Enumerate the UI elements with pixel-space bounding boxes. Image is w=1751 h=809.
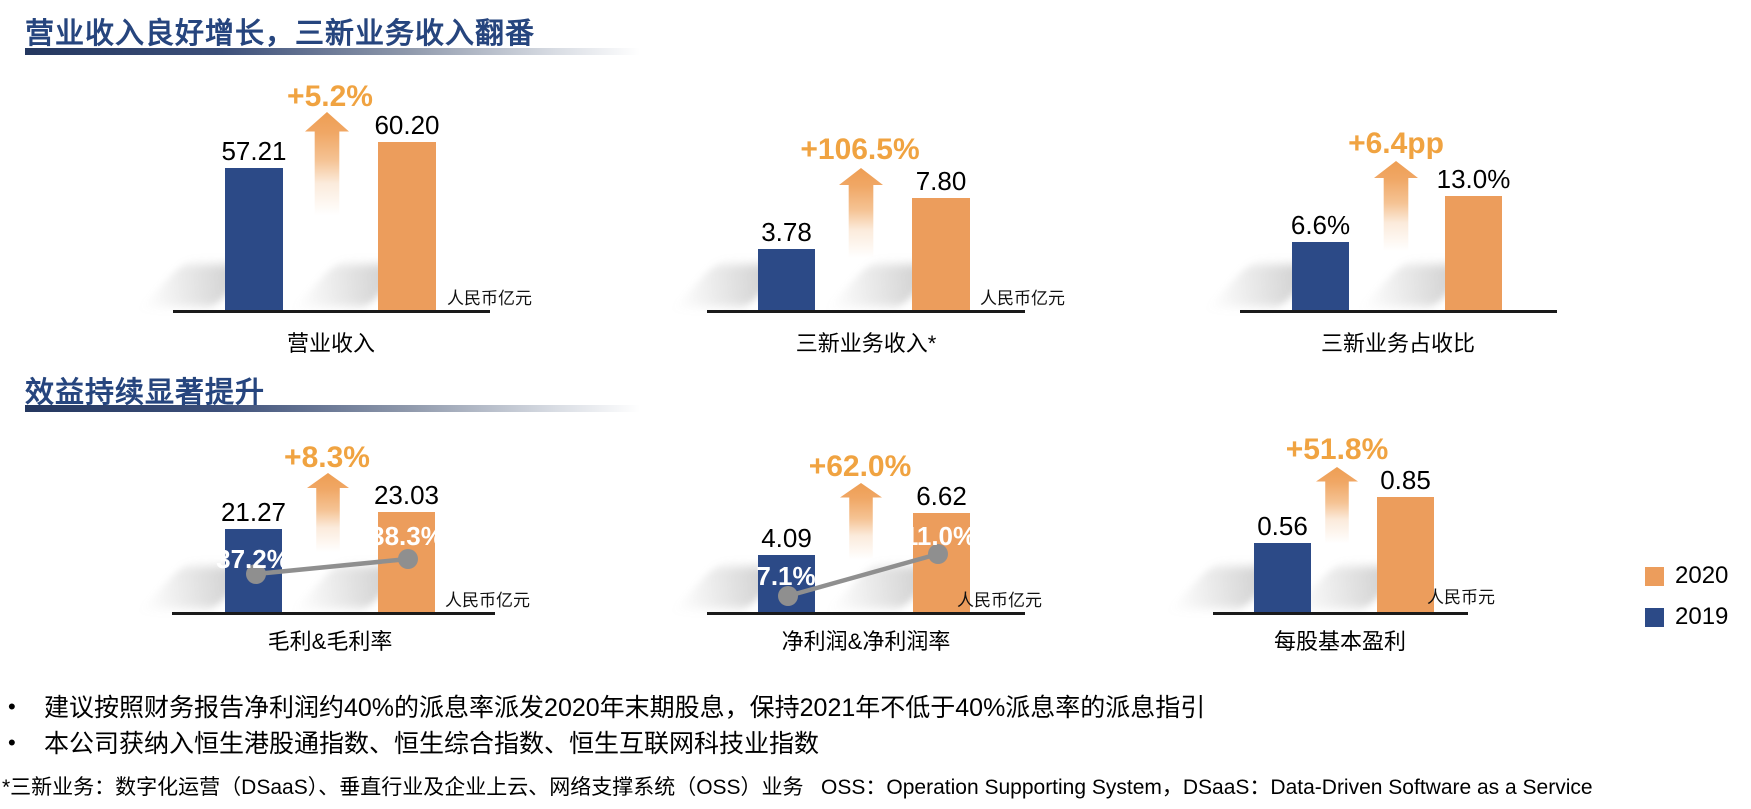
chart-gross-profit-title: 毛利&毛利率: [267, 629, 393, 654]
chart-net-profit-value-2019: 4.09: [761, 523, 812, 553]
bullet-dividend: • 建议按照财务报告净利润约40%的派息率派发2020年末期股息，保持2021年不…: [8, 688, 1205, 724]
legend-item-2020: 2020: [1645, 562, 1729, 589]
chart-eps-bar-2019: [1254, 543, 1311, 612]
chart-revenue-bar-2020: [378, 142, 436, 310]
chart-legend: 2020 2019: [1645, 562, 1729, 646]
chart-eps-value-2020: 0.85: [1380, 465, 1431, 495]
chart-three-new-revenue-title: 三新业务收入*: [795, 331, 937, 356]
chart-revenue-unit-label: 人民币亿元: [447, 289, 532, 308]
chart-three-new-share-bar-2019: [1292, 242, 1349, 310]
chart-gross-profit-value-2020: 23.03: [373, 480, 440, 510]
chart-net-profit-axis: [707, 612, 1025, 615]
chart-three-new-share-title: 三新业务占收比: [1320, 331, 1475, 356]
chart-gross-profit-growth-label: +8.3%: [284, 441, 370, 474]
chart-three-new-revenue-value-2019: 3.78: [761, 217, 812, 247]
chart-three-new-revenue-axis: [707, 310, 1025, 313]
bullet-text-dividend: 建议按照财务报告净利润约40%的派息率派发2020年末期股息，保持2021年不低…: [44, 694, 1206, 722]
chart-three-new-share-bar-2020: [1445, 196, 1502, 310]
chart-three-new-share-growth-label: +6.4pp: [1348, 127, 1444, 160]
chart-net-profit-value-2020: 6.62: [916, 481, 967, 511]
chart-revenue-growth-label: +5.2%: [287, 80, 373, 113]
chart-eps-value-2019: 0.56: [1257, 511, 1308, 541]
legend-swatch-2020-icon: [1645, 566, 1664, 586]
chart-revenue-value-2019: 57.21: [221, 136, 287, 166]
chart-three-new-share-value-2020: 13.0%: [1436, 164, 1511, 194]
chart-gross-profit-axis: [172, 612, 495, 615]
chart-three-new-share-axis: [1240, 310, 1557, 313]
section-title-revenue: 营业收入良好增长，三新业务收入翻番: [25, 18, 536, 50]
legend-label-2020: 2020: [1675, 562, 1729, 589]
bullet-text-index-inclusion: 本公司获纳入恒生港股通指数、恒生综合指数、恒生互联网科技业指数: [44, 730, 820, 758]
chart-revenue-title: 营业收入: [286, 331, 375, 356]
chart-net-profit-title: 净利润&净利润率: [781, 629, 951, 654]
legend-item-2019: 2019: [1645, 603, 1729, 630]
chart-net-profit-rate-2020: 11.0%: [903, 521, 977, 551]
chart-gross-profit-rate-2019: 37.2%: [216, 544, 290, 574]
bullet-index-inclusion: • 本公司获纳入恒生港股通指数、恒生综合指数、恒生互联网科技业指数: [8, 724, 819, 760]
chart-three-new-revenue-bar-2019: [758, 249, 815, 310]
section-title-efficiency: 效益持续显著提升: [25, 377, 266, 409]
chart-eps-unit-label: 人民币元: [1427, 588, 1495, 607]
chart-gross-profit-rate-2020: 38.3%: [370, 521, 444, 551]
chart-eps-title: 每股基本盈利: [1273, 629, 1406, 654]
section-divider-top: [25, 48, 640, 55]
chart-three-new-share-value-2019: 6.6%: [1290, 210, 1351, 240]
bullet-dot-icon: •: [8, 730, 16, 755]
chart-eps-bar-2020: [1377, 497, 1434, 612]
chart-revenue-value-2020: 60.20: [374, 110, 440, 140]
chart-three-new-revenue-value-2020: 7.80: [915, 166, 967, 196]
section-divider-bottom: [25, 405, 640, 412]
chart-three-new-revenue-growth-label: +106.5%: [800, 133, 920, 166]
chart-net-profit-rate-2019: 7.1%: [756, 561, 816, 591]
legend-swatch-2019-icon: [1645, 607, 1664, 627]
chart-gross-profit-unit-label: 人民币亿元: [445, 591, 530, 610]
chart-eps-growth-label: +51.8%: [1285, 433, 1389, 466]
chart-revenue-axis: [173, 310, 490, 313]
chart-eps-axis: [1213, 612, 1468, 615]
chart-net-profit-growth-label: +62.0%: [808, 450, 912, 483]
chart-three-new-revenue-bar-2020: [912, 198, 970, 310]
chart-three-new-revenue-unit-label: 人民币亿元: [980, 289, 1065, 308]
chart-gross-profit-value-2019: 21.27: [220, 497, 287, 527]
chart-net-profit-unit-label: 人民币亿元: [957, 591, 1042, 610]
legend-label-2019: 2019: [1675, 603, 1729, 630]
footnote-text: *三新业务：数字化运营（DSaaS）、垂直行业及企业上云、网络支撑系统（OSS）…: [2, 776, 1593, 799]
chart-revenue-bar-2019: [225, 168, 283, 310]
bullet-dot-icon: •: [8, 694, 16, 719]
